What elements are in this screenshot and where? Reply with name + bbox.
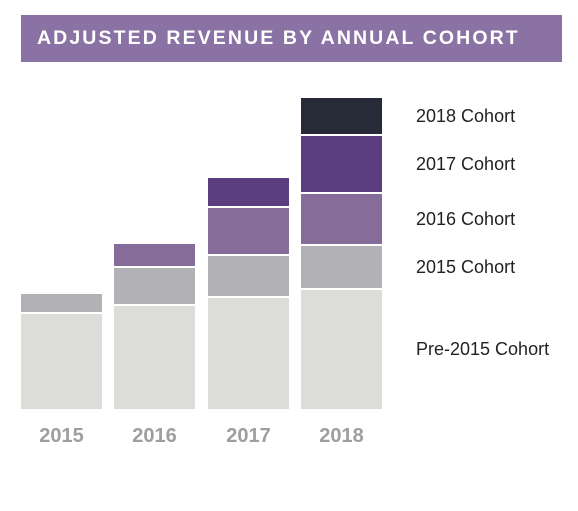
bar-segment (208, 208, 289, 254)
bar-segment (301, 136, 382, 192)
legend-label: 2015 Cohort (416, 257, 515, 277)
bar-segment (21, 314, 102, 409)
x-tick-label: 2015 (39, 425, 84, 447)
bar-segment (208, 178, 289, 206)
bar-segment (301, 98, 382, 134)
bar-segment (301, 290, 382, 409)
bar-segment (114, 306, 195, 409)
bar-segment (114, 268, 195, 304)
legend-label: 2018 Cohort (416, 106, 515, 126)
bar-segment (208, 298, 289, 409)
legend-label: 2017 Cohort (416, 154, 515, 174)
legend-label: Pre-2015 Cohort (416, 339, 549, 359)
chart-title: ADJUSTED REVENUE BY ANNUAL COHORT (37, 27, 520, 49)
bar-segment (301, 246, 382, 288)
chart-title-banner: ADJUSTED REVENUE BY ANNUAL COHORT (21, 15, 562, 62)
bar-segment (21, 294, 102, 312)
x-tick-label: 2017 (226, 425, 271, 447)
bar-segment (114, 244, 195, 266)
x-tick-label: 2016 (132, 425, 177, 447)
bar-segment (208, 256, 289, 296)
legend-label: 2016 Cohort (416, 209, 515, 229)
bar-segment (301, 194, 382, 244)
x-tick-label: 2018 (319, 425, 364, 447)
